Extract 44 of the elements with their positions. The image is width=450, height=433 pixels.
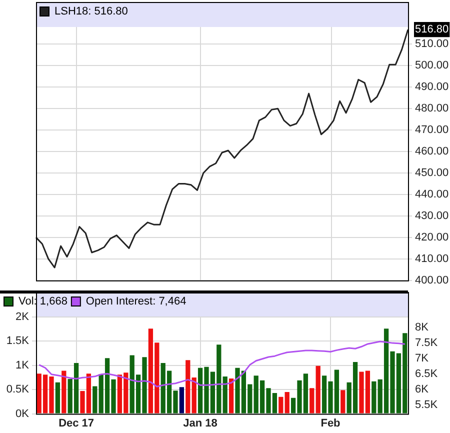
y-tick-label: 0K	[16, 408, 30, 420]
y-tick-label: 2K	[16, 311, 30, 324]
bar	[316, 366, 320, 414]
y2-tick-label: 5.5K	[415, 399, 438, 412]
y-tick-label: 450.00	[415, 167, 449, 180]
y-tick-label: 510.00	[415, 38, 449, 50]
y-tick-label: 440.00	[415, 188, 449, 201]
legend-label: Open Interest: 7,464	[86, 296, 186, 308]
bar	[284, 392, 290, 414]
x-tick-label: Feb	[320, 417, 341, 430]
y-tick-label: 410.00	[415, 252, 449, 265]
y-tick-label: 1.5K	[6, 335, 30, 348]
y2-tick-label: 7.5K	[415, 337, 438, 350]
legend-label: Vol: 1,668	[18, 296, 68, 308]
bar	[310, 388, 314, 414]
y2-tick-label: 6K	[415, 384, 430, 396]
bar	[228, 378, 234, 414]
bar	[372, 381, 376, 414]
y2-tick-label: 8K	[415, 322, 430, 334]
bar	[179, 387, 184, 414]
bar	[186, 360, 190, 414]
y-tick-label: 470.00	[415, 124, 449, 136]
y-tick-label: 420.00	[415, 231, 449, 244]
bar	[192, 378, 196, 414]
y2-tick-label: 7K	[415, 352, 430, 365]
bar	[222, 376, 228, 414]
y2-tick-label: 6.5K	[415, 368, 438, 380]
bar	[62, 370, 66, 414]
y-tick-label: 460.00	[415, 146, 449, 158]
bar	[278, 396, 284, 414]
y-tick-label: 400.00	[415, 274, 449, 286]
y-tick-label: 430.00	[415, 210, 449, 222]
x-tick-label: Dec 17	[58, 417, 94, 430]
y-tick-label: 516.80	[415, 24, 449, 36]
y-tick-label: 0.5K	[6, 384, 30, 396]
bar	[340, 390, 346, 414]
bar	[92, 386, 98, 414]
bar	[55, 382, 60, 414]
y-tick-label: 500.00	[415, 60, 449, 72]
x-tick-label: Jan 18	[183, 417, 218, 430]
y-tick-label: 490.00	[415, 81, 449, 94]
legend-label: LSH18: 516.80	[54, 6, 128, 18]
y-tick-label: 1K	[16, 359, 30, 372]
y-tick-label: 480.00	[415, 102, 449, 115]
